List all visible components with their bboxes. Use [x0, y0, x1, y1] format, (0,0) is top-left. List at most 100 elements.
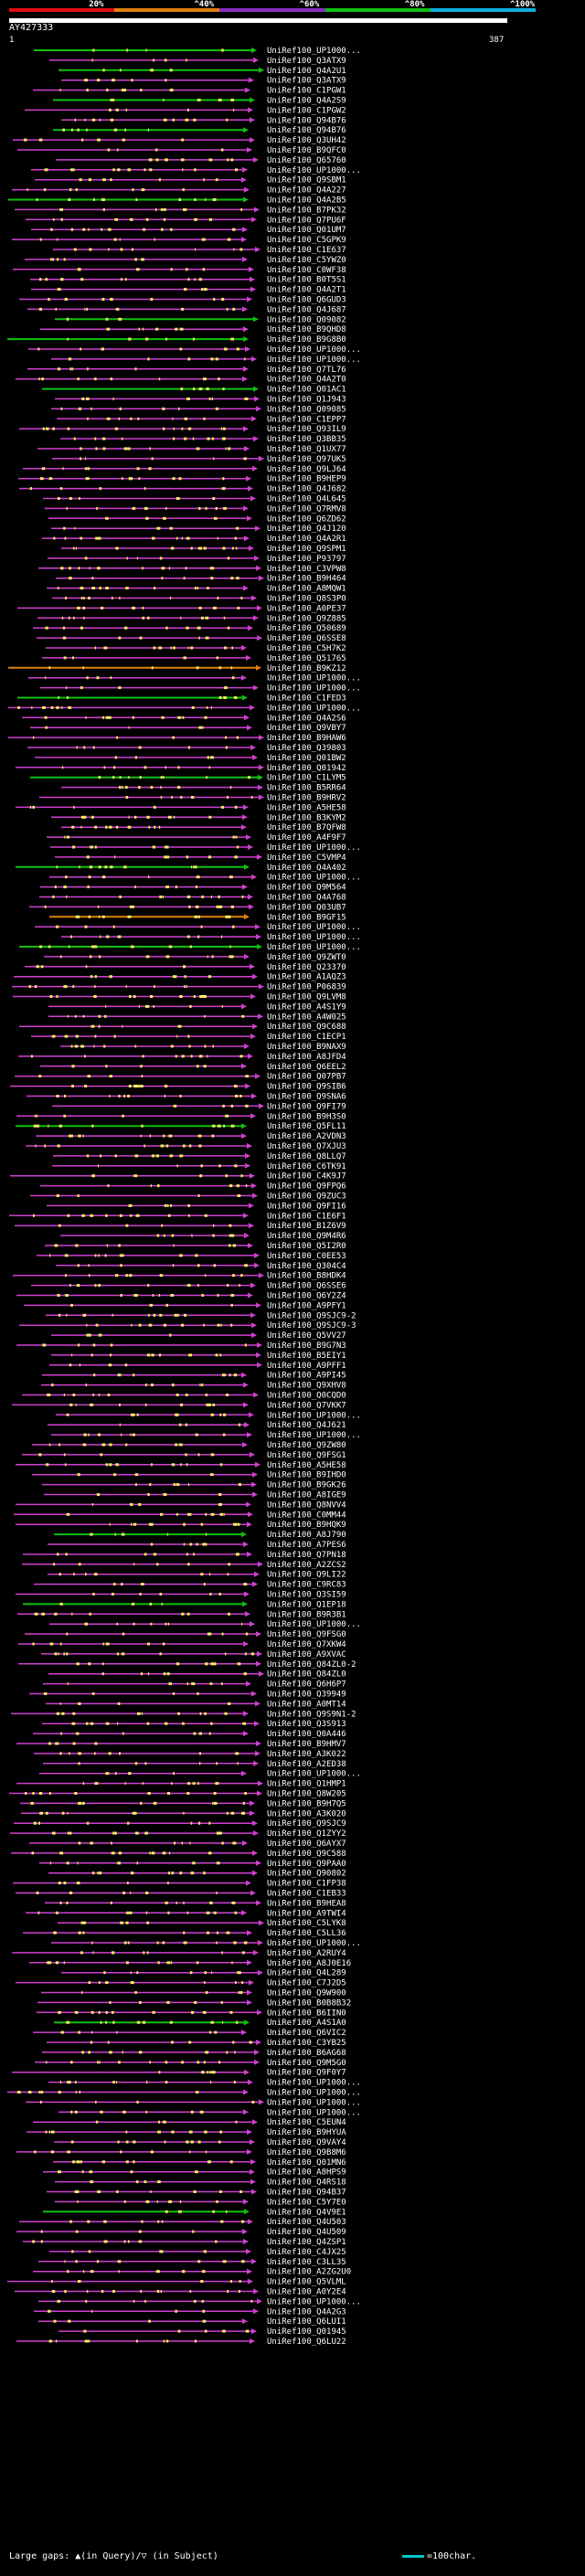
hit-row[interactable]: UniRef100_C1FP38	[13, 1880, 346, 1889]
hit-row[interactable]: UniRef100_B9G8B0	[7, 335, 346, 345]
hit-row[interactable]: UniRef100_Q4L645	[43, 495, 346, 504]
hit-label[interactable]: UniRef100_Q3ATX9	[267, 57, 346, 66]
hit-label[interactable]: UniRef100_B3KYM2	[267, 813, 346, 822]
hit-label[interactable]: UniRef100_B8HDK4	[267, 1272, 346, 1281]
hit-label[interactable]: UniRef100_B0B8B32	[267, 1998, 351, 2008]
hit-row[interactable]: UniRef100_Q9SBM1	[35, 176, 346, 186]
hit-label[interactable]: UniRef100_A8HPS9	[267, 2168, 346, 2178]
hit-label[interactable]: UniRef100_Q93IL9	[267, 425, 346, 434]
hit-row[interactable]: UniRef100_Q9LI22	[48, 1571, 346, 1580]
hit-row[interactable]: UniRef100_Q4A2R1	[42, 535, 346, 544]
hit-row[interactable]: UniRef100_Q8W205	[9, 1790, 346, 1799]
hit-label[interactable]: UniRef100_Q9Z885	[267, 614, 346, 623]
hit-row[interactable]: UniRef100_C3YB25	[47, 2039, 346, 2048]
hit-label[interactable]: UniRef100_B9GK26	[267, 1481, 346, 1490]
hit-row[interactable]: UniRef100_Q09085	[51, 405, 346, 414]
hit-label[interactable]: UniRef100_Q84ZL0-2	[267, 1660, 356, 1670]
hit-label[interactable]: UniRef100_Q4U509	[267, 2228, 346, 2237]
hit-label[interactable]: UniRef100_B9H464	[267, 575, 346, 584]
hit-label[interactable]: UniRef100_B9G8B0	[267, 335, 346, 345]
hit-row[interactable]: UniRef100_Q4A2G3	[34, 2307, 346, 2316]
hit-label[interactable]: UniRef100_Q5I2R0	[267, 1242, 346, 1251]
hit-label[interactable]: UniRef100_UP1000...	[267, 2098, 361, 2107]
hit-label[interactable]: UniRef100_C3YB25	[267, 2039, 346, 2048]
hit-row[interactable]: UniRef100_A4S1A0	[54, 2019, 346, 2028]
hit-label[interactable]: UniRef100_Q9FI16	[267, 1202, 346, 1211]
hit-label[interactable]: UniRef100_Q9SJC9-2	[267, 1311, 356, 1320]
hit-label[interactable]: UniRef100_C7J2D5	[267, 1979, 346, 1988]
hit-label[interactable]: UniRef100_Q6EEL2	[267, 1063, 346, 1072]
hit-label[interactable]: UniRef100_Q09082	[267, 315, 346, 324]
hit-row[interactable]: UniRef100_Q51765	[42, 654, 346, 663]
hit-row[interactable]: UniRef100_Q84ZL0-2	[18, 1660, 356, 1670]
hit-label[interactable]: UniRef100_C1E6F1	[267, 1212, 346, 1221]
hit-label[interactable]: UniRef100_Q1ZYY2	[267, 1829, 346, 1839]
hit-label[interactable]: UniRef100_Q4A2U1	[267, 67, 346, 76]
hit-row[interactable]: UniRef100_UP1000...	[35, 923, 361, 932]
hit-row[interactable]: UniRef100_Q3SI59	[16, 1591, 346, 1600]
hit-row[interactable]: UniRef100_UP1000...	[51, 1431, 361, 1440]
hit-row[interactable]: UniRef100_P06839	[12, 983, 346, 992]
hit-label[interactable]: UniRef100_C5Y7E0	[267, 2198, 346, 2207]
hit-row[interactable]: UniRef100_A4W025	[48, 1012, 346, 1022]
hit-row[interactable]: UniRef100_B0T5S1	[30, 276, 346, 285]
hit-label[interactable]: UniRef100_UP1000...	[267, 2089, 361, 2098]
hit-label[interactable]: UniRef100_A0MT14	[267, 1700, 346, 1709]
hit-label[interactable]: UniRef100_B9HEP9	[267, 475, 346, 484]
hit-row[interactable]: UniRef100_UP1000...	[50, 843, 361, 853]
hit-label[interactable]: UniRef100_Q94B76	[267, 116, 346, 125]
hit-row[interactable]: UniRef100_Q23370	[25, 963, 346, 972]
hit-label[interactable]: UniRef100_Q6ZD62	[267, 514, 346, 524]
hit-label[interactable]: UniRef100_Q39949	[267, 1691, 346, 1700]
hit-row[interactable]: UniRef100_Q6SSE8	[37, 634, 346, 643]
hit-row[interactable]: UniRef100_B9G7N3	[16, 1341, 346, 1351]
hit-label[interactable]: UniRef100_Q6LUI1	[267, 2317, 346, 2327]
hit-label[interactable]: UniRef100_Q6Y2Z4	[267, 1292, 346, 1301]
hit-row[interactable]: UniRef100_Q4RS18	[55, 2178, 346, 2188]
hit-label[interactable]: UniRef100_Q9PAA0	[267, 1860, 346, 1869]
hit-label[interactable]: UniRef100_Q9C688	[267, 1023, 346, 1032]
hit-row[interactable]: UniRef100_C3VPW8	[38, 565, 346, 574]
hit-label[interactable]: UniRef100_A4W025	[267, 1012, 346, 1022]
hit-label[interactable]: UniRef100_Q4A2S9	[267, 97, 346, 106]
hit-row[interactable]: UniRef100_UP1000...	[28, 345, 361, 355]
hit-label[interactable]: UniRef100_Q9SNA6	[267, 1093, 346, 1102]
hit-row[interactable]: UniRef100_Q9M4R6	[60, 1232, 346, 1241]
hit-row[interactable]: UniRef100_UP1000...	[51, 1939, 361, 1948]
hit-label[interactable]: UniRef100_Q9LVM8	[267, 993, 346, 1002]
hit-label[interactable]: UniRef100_UP1000...	[267, 1620, 361, 1629]
hit-label[interactable]: UniRef100_C1FED3	[267, 694, 346, 704]
hit-label[interactable]: UniRef100_Q5VV27	[267, 1331, 346, 1341]
hit-row[interactable]: UniRef100_B9NAX9	[60, 1043, 346, 1052]
hit-label[interactable]: UniRef100_A4S1Y9	[267, 1002, 346, 1012]
hit-row[interactable]: UniRef100_Q65760	[56, 156, 346, 165]
hit-label[interactable]: UniRef100_Q1EP18	[267, 1600, 346, 1609]
hit-label[interactable]: UniRef100_Q9SJC9-3	[267, 1321, 356, 1330]
hit-row[interactable]: UniRef100_Q9FSG1	[22, 1451, 346, 1460]
hit-row[interactable]: UniRef100_UP1000...	[34, 47, 361, 56]
hit-label[interactable]: UniRef100_Q4J687	[267, 305, 346, 314]
hit-label[interactable]: UniRef100_UP1000...	[267, 943, 361, 952]
hit-label[interactable]: UniRef100_A9PFF1	[267, 1362, 346, 1371]
hit-label[interactable]: UniRef100_Q3SI59	[267, 1591, 346, 1600]
hit-label[interactable]: UniRef100_Q9SJC9	[267, 1819, 346, 1829]
hit-row[interactable]: UniRef100_Q0A446	[33, 1730, 346, 1739]
hit-row[interactable]: UniRef100_A8J0E16	[29, 1959, 351, 1968]
hit-row[interactable]: UniRef100_Q9VBY7	[30, 724, 346, 733]
hit-label[interactable]: UniRef100_P93797	[267, 555, 346, 564]
hit-row[interactable]: UniRef100_B7QFW8	[61, 823, 346, 832]
hit-label[interactable]: UniRef100_Q304C4	[267, 1262, 346, 1271]
hit-label[interactable]: UniRef100_Q51765	[267, 654, 346, 663]
hit-label[interactable]: UniRef100_A8J0E16	[267, 1959, 351, 1968]
hit-row[interactable]: UniRef100_Q39949	[29, 1691, 346, 1700]
hit-row[interactable]: UniRef100_Q3ATX9	[61, 77, 346, 86]
hit-row[interactable]: UniRef100_UP1000...	[61, 933, 361, 942]
hit-label[interactable]: UniRef100_Q4A2T1	[267, 286, 346, 295]
hit-label[interactable]: UniRef100_Q4A2S6	[267, 714, 346, 723]
hit-label[interactable]: UniRef100_Q9F0Y7	[267, 2069, 346, 2078]
hit-row[interactable]: UniRef100_Q9SJC9-2	[46, 1311, 356, 1320]
hit-label[interactable]: UniRef100_A2RUY4	[267, 1949, 346, 1958]
hit-row[interactable]: UniRef100_B9KZ12	[8, 664, 346, 673]
hit-row[interactable]: UniRef100_C5GPK9	[12, 236, 346, 245]
hit-row[interactable]: UniRef100_A9PFY1	[24, 1301, 346, 1310]
